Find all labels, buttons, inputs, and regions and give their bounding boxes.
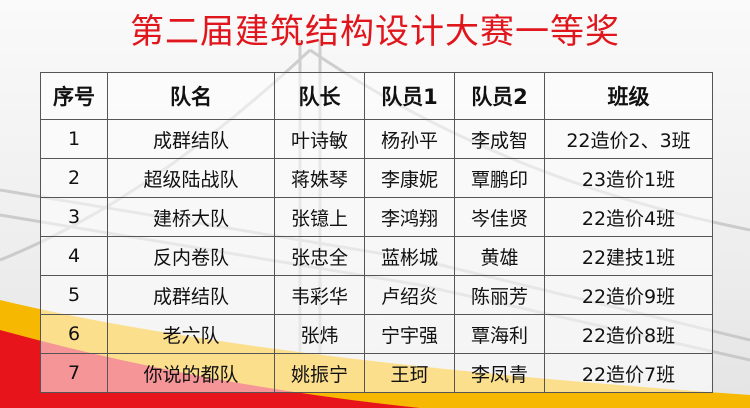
table-row: 1 成群结队 叶诗敏 杨孙平 李成智 22造价2、3班 [40,119,713,159]
table-cell: 韦彩华 [274,275,365,315]
table-cell: 杨孙平 [364,119,455,159]
table-cell: 宁宇强 [364,314,455,354]
table-cell: 覃海利 [454,314,545,354]
header-cell: 队名 [107,72,275,120]
table-row: 2 超级陆战队 蒋姝琴 李康妮 覃鹏印 23造价1班 [40,158,713,198]
table-cell: 建桥大队 [107,197,275,237]
table-cell: 3 [40,197,108,237]
table-cell: 22造价9班 [544,275,713,315]
table-cell: 成群结队 [107,119,275,159]
table-cell: 1 [40,119,108,159]
header-cell: 序号 [40,72,108,120]
table-cell: 23造价1班 [544,158,713,198]
table-cell: 黄雄 [454,236,545,276]
table-row: 4 反内卷队 张忠全 蓝彬城 黄雄 22建技1班 [40,236,713,276]
table-cell: 李康妮 [364,158,455,198]
table-cell: 覃鹏印 [454,158,545,198]
table-cell: 22造价7班 [544,353,713,393]
table-cell: 2 [40,158,108,198]
table-cell: 叶诗敏 [274,119,365,159]
table-cell: 陈丽芳 [454,275,545,315]
table-row: 7 你说的都队 姚振宁 王珂 李凤青 22造价7班 [40,353,713,393]
table-cell: 22造价2、3班 [544,119,713,159]
table-cell: 张镱上 [274,197,365,237]
table-cell: 李成智 [454,119,545,159]
page-title: 第二届建筑结构设计大赛一等奖 [130,12,620,52]
table-cell: 你说的都队 [107,353,275,393]
table-cell: 蒋姝琴 [274,158,365,198]
table-cell: 7 [40,353,108,393]
header-cell: 队员2 [454,72,545,120]
table-row: 3 建桥大队 张镱上 李鸿翔 岑佳贤 22造价4班 [40,197,713,237]
table-cell: 6 [40,314,108,354]
table-row: 5 成群结队 韦彩华 卢绍炎 陈丽芳 22造价9班 [40,275,713,315]
table-cell: 王珂 [364,353,455,393]
table-cell: 22造价4班 [544,197,713,237]
table-cell: 22建技1班 [544,236,713,276]
winners-table: 序号 队名 队长 队员1 队员2 班级 1 成群结队 叶诗敏 杨孙平 李成智 22造价2、… [40,72,713,393]
table-cell: 姚振宁 [274,353,365,393]
table-cell: 5 [40,275,108,315]
table-cell: 岑佳贤 [454,197,545,237]
table-cell: 蓝彬城 [364,236,455,276]
table-cell: 张炜 [274,314,365,354]
table-cell: 李鸿翔 [364,197,455,237]
table-cell: 卢绍炎 [364,275,455,315]
table-cell: 老六队 [107,314,275,354]
table-cell: 22造价8班 [544,314,713,354]
table-cell: 张忠全 [274,236,365,276]
table-cell: 超级陆战队 [107,158,275,198]
header-cell: 队长 [274,72,365,120]
header-cell: 班级 [544,72,713,120]
table-cell: 李凤青 [454,353,545,393]
table-cell: 4 [40,236,108,276]
table-cell: 反内卷队 [107,236,275,276]
table-header-row: 序号 队名 队长 队员1 队员2 班级 [40,72,713,120]
table-cell: 成群结队 [107,275,275,315]
table-row: 6 老六队 张炜 宁宇强 覃海利 22造价8班 [40,314,713,354]
header-cell: 队员1 [364,72,455,120]
